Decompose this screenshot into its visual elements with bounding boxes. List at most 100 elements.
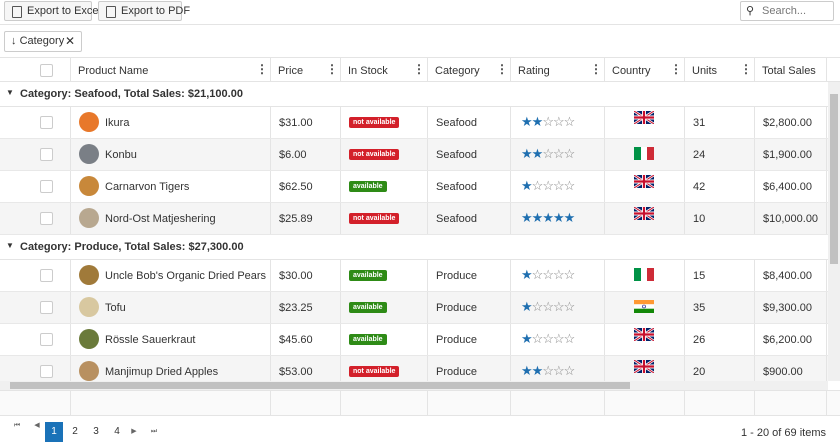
- column-menu[interactable]: ⋮: [670, 62, 682, 76]
- data-row[interactable]: Manjimup Dried Apples $53.00 not available…: [0, 356, 828, 381]
- column-line: [510, 171, 511, 202]
- column-line: [510, 324, 511, 355]
- column-menu[interactable]: ⋮: [413, 62, 425, 76]
- data-row[interactable]: Carnarvon Tigers $62.50 available Seafood ★☆…: [0, 171, 828, 203]
- group-chip[interactable]: ↓ Category ✕: [4, 31, 82, 52]
- column-line: [826, 292, 827, 323]
- star: ★: [521, 146, 533, 161]
- column-line: [604, 356, 605, 381]
- product-name: Manjimup Dried Apples: [105, 366, 219, 378]
- label: Export to PDF: [121, 5, 191, 17]
- row-checkbox[interactable]: [40, 333, 53, 346]
- units: 15: [693, 270, 706, 282]
- star: ★: [531, 210, 544, 225]
- category: Seafood: [436, 149, 477, 161]
- rating-stars: ★★★★★: [521, 210, 575, 226]
- units: 24: [693, 149, 706, 161]
- total-sales: $10,000.00: [763, 213, 819, 225]
- data-row[interactable]: Rössle Sauerkraut $45.60 available Produce ★…: [0, 324, 828, 356]
- product-thumbnail: [79, 265, 99, 285]
- pager-nav[interactable]: ◀: [34, 422, 40, 429]
- column-line: [340, 260, 341, 291]
- star: ☆: [531, 267, 544, 282]
- data-row[interactable]: Uncle Bob's Organic Dried Pears $30.00 ava…: [0, 260, 828, 292]
- star: ☆: [542, 267, 554, 282]
- units: 20: [693, 366, 706, 378]
- column-header[interactable]: Rating: [518, 65, 550, 77]
- stock-badge: not available: [349, 149, 400, 160]
- search-box[interactable]: ⚲ Search...: [740, 1, 834, 21]
- star: ☆: [563, 178, 576, 193]
- horizontal-scrollbar[interactable]: [0, 381, 828, 390]
- pager-nav[interactable]: ⏮: [13, 422, 21, 429]
- page-button[interactable]: 4: [114, 426, 120, 437]
- data-row[interactable]: Ikura $31.00 not available Seafood ★★☆☆☆ 31 $2…: [0, 107, 828, 139]
- pager-nav[interactable]: ⏭: [150, 428, 158, 435]
- column-line: [70, 139, 71, 170]
- country-flag: [634, 147, 654, 160]
- rating-stars: ★★☆☆☆: [521, 363, 575, 379]
- column-line: [510, 107, 511, 138]
- page-button[interactable]: 1: [45, 422, 63, 442]
- data-row[interactable]: Konbu $6.00 not available Seafood ★★☆☆☆ 24 $1,…: [0, 139, 828, 171]
- price: $45.60: [279, 334, 313, 346]
- row-checkbox[interactable]: [40, 148, 53, 161]
- group-header[interactable]: ▼ Category: Seafood, Total Sales: $21,100…: [0, 82, 828, 107]
- column-menu[interactable]: ⋮: [256, 62, 268, 76]
- page-button[interactable]: 3: [93, 426, 99, 437]
- data-row[interactable]: Tofu $23.25 available Produce ★☆☆☆☆ 35 $9,300.…: [0, 292, 828, 324]
- column-line: [604, 391, 605, 415]
- price: $6.00: [279, 149, 307, 161]
- row-checkbox[interactable]: [40, 365, 53, 378]
- column-line: [604, 203, 605, 234]
- product-thumbnail: [79, 176, 99, 196]
- expand-arrow: ▼: [6, 241, 14, 250]
- star: ☆: [531, 178, 544, 193]
- group-header[interactable]: ▼ Category: Produce, Total Sales: $27,300…: [0, 235, 828, 260]
- rating-stars: ★☆☆☆☆: [521, 178, 576, 194]
- pager-nav[interactable]: ▶: [131, 428, 137, 435]
- column-header[interactable]: Price: [278, 65, 304, 77]
- product-thumbnail: [79, 144, 99, 164]
- star: ★: [531, 114, 544, 129]
- stock-badge: available: [349, 334, 387, 345]
- page-button[interactable]: 2: [72, 426, 78, 437]
- column-line: [604, 139, 605, 170]
- data-row[interactable]: Nord-Ost Matjeshering $25.89 not available…: [0, 203, 828, 235]
- export-excel-button[interactable]: Export to Excel: [4, 1, 101, 21]
- star: ☆: [531, 331, 544, 346]
- column-menu[interactable]: ⋮: [590, 62, 602, 76]
- rating-stars: ★☆☆☆☆: [521, 331, 575, 347]
- row-checkbox[interactable]: [40, 212, 53, 225]
- column-line: [427, 260, 428, 291]
- column-header[interactable]: Product Name: [78, 65, 149, 77]
- column-header[interactable]: Category: [435, 65, 480, 77]
- column-menu[interactable]: ⋮: [326, 62, 338, 76]
- column-line: [427, 171, 428, 202]
- column-header[interactable]: Units: [692, 65, 718, 77]
- select-all-checkbox[interactable]: [40, 64, 53, 77]
- category: Produce: [436, 334, 477, 346]
- column-menu[interactable]: ⋮: [496, 62, 508, 76]
- category: Seafood: [436, 213, 477, 225]
- vertical-scrollbar[interactable]: [828, 82, 840, 381]
- chip-label: Category: [19, 35, 65, 47]
- row-checkbox[interactable]: [40, 116, 53, 129]
- row-checkbox[interactable]: [40, 301, 53, 314]
- column-menu[interactable]: ⋮: [740, 62, 752, 76]
- column-line: [826, 171, 827, 202]
- column-header[interactable]: Total Sales: [762, 65, 816, 77]
- column-line: [754, 58, 755, 81]
- column-line: [70, 107, 71, 138]
- export-pdf-button[interactable]: Export to PDF: [98, 1, 190, 21]
- column-line: [510, 292, 511, 323]
- column-header[interactable]: In Stock: [348, 65, 388, 77]
- column-line: [270, 107, 271, 138]
- star: ☆: [542, 146, 554, 161]
- column-header[interactable]: Country: [612, 65, 651, 77]
- star: ★: [521, 267, 533, 282]
- column-line: [270, 171, 271, 202]
- row-checkbox[interactable]: [40, 269, 53, 282]
- column-line: [270, 58, 271, 81]
- row-checkbox[interactable]: [40, 180, 53, 193]
